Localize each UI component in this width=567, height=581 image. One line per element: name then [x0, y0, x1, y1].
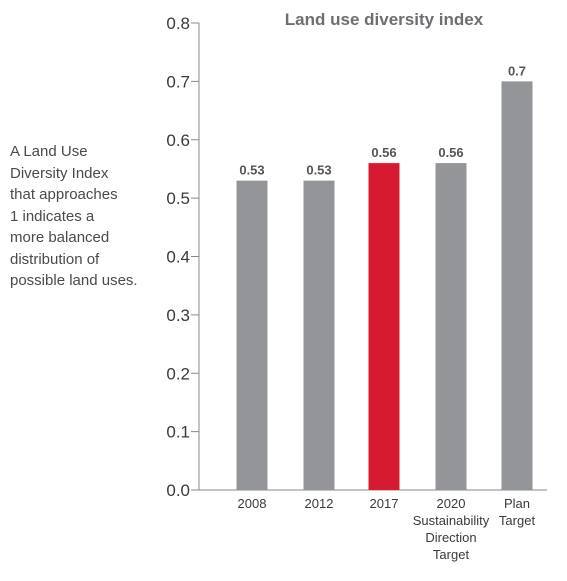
y-tick-label: 0.8 [166, 14, 190, 33]
y-tick-label: 0.0 [166, 481, 190, 500]
bar-value-label: 0.53 [239, 163, 264, 178]
x-axis-labels-group: 2008 2012 2017 2020 Sustainability Direction T… [238, 496, 536, 562]
x-tick-label: 2020 Sustainability Direction Target [413, 496, 490, 562]
value-labels-group: 0.53 0.53 0.56 0.56 0.7 [239, 63, 526, 177]
bar-3 [435, 163, 467, 490]
y-tick-label: 0.1 [166, 423, 190, 442]
bar-0 [236, 180, 268, 491]
x-tick-label: 2008 [238, 496, 267, 511]
bar-value-label: 0.56 [371, 145, 396, 160]
y-tick-label: 0.5 [166, 189, 190, 208]
y-tick-label: 0.6 [166, 131, 190, 150]
bar-value-label: 0.56 [438, 145, 463, 160]
side-annotation: A Land Use Diversity Index that approach… [10, 143, 138, 289]
bar-value-label: 0.53 [306, 163, 331, 178]
y-tick-label: 0.7 [166, 72, 190, 91]
y-axis-ticks: 0.0 0.1 0.2 0.3 0.4 0.5 0.6 0.7 0.8 [166, 14, 199, 500]
x-tick-label: 2017 [370, 496, 399, 511]
y-tick-label: 0.2 [166, 364, 190, 383]
bar-4 [501, 81, 533, 490]
x-tick-label: Plan Target [499, 496, 536, 528]
bar-value-label: 0.7 [508, 63, 526, 78]
bars-group [236, 81, 533, 491]
bar-2 [368, 163, 400, 490]
x-tick-label: 2012 [305, 496, 334, 511]
y-tick-label: 0.4 [166, 248, 190, 267]
bar-1 [303, 180, 335, 491]
y-tick-label: 0.3 [166, 306, 190, 325]
chart-title: Land use diversity index [285, 10, 484, 29]
